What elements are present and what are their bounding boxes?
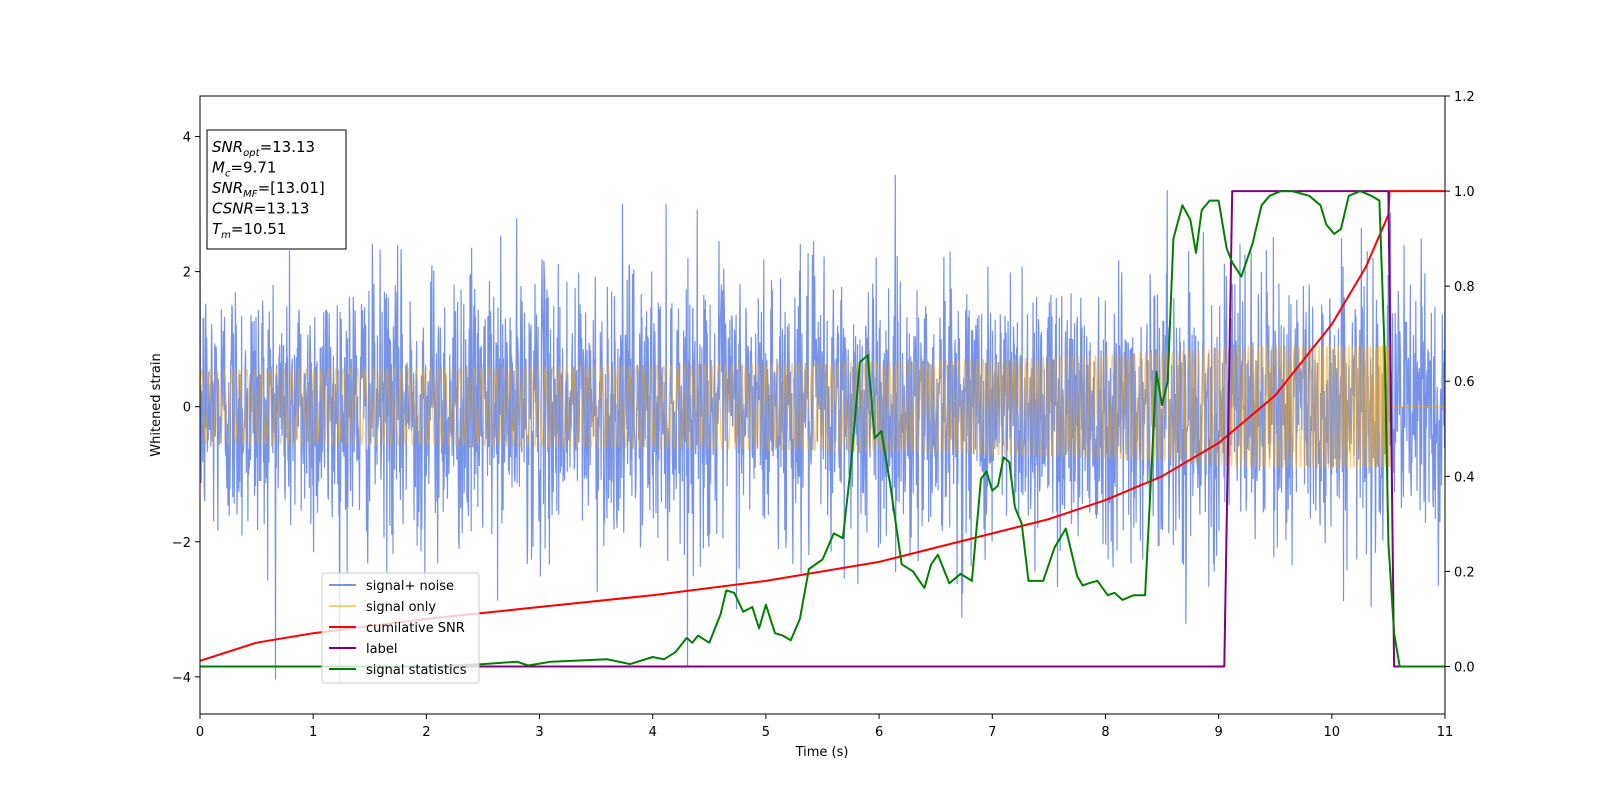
y2-tick-label: 1.2 bbox=[1454, 90, 1475, 105]
y2-tick-label: 0.8 bbox=[1454, 280, 1475, 295]
y2-tick-label: 0.4 bbox=[1454, 470, 1475, 485]
info-line-snr-mf: SNRMF=[13.01] bbox=[212, 179, 325, 200]
x-tick-label: 9 bbox=[1214, 725, 1222, 740]
x-tick-label: 3 bbox=[535, 725, 543, 740]
y2-tick-label: 0.2 bbox=[1454, 565, 1475, 580]
x-tick-label: 6 bbox=[875, 725, 883, 740]
legend-frame bbox=[321, 572, 480, 684]
y2-tick-label: 0.6 bbox=[1454, 375, 1475, 390]
legend-label-signal-statistics: signal statistics bbox=[366, 663, 467, 678]
legend: signal+ noise signal only cumilative SNR la… bbox=[321, 572, 480, 684]
info-line-snr-opt: SNRopt=13.13 bbox=[212, 138, 315, 159]
signal-statistics-line bbox=[200, 190, 1445, 668]
x-tick-label: 5 bbox=[762, 725, 770, 740]
x-axis-label: Time (s) bbox=[795, 745, 849, 760]
plot-frame bbox=[199, 95, 1446, 715]
y-tick-label: −4 bbox=[172, 671, 191, 686]
info-line-t-m: Tm=10.51 bbox=[212, 220, 286, 241]
x-tick-label: 11 bbox=[1437, 725, 1454, 740]
x-tick-label: 8 bbox=[1101, 725, 1109, 740]
signal-only-line bbox=[200, 343, 1445, 470]
info-line-csnr: CSNR=13.13 bbox=[212, 200, 309, 218]
x-tick-label: 2 bbox=[422, 725, 430, 740]
y-axis-label: Whitened strain bbox=[149, 353, 164, 456]
axes-layer: 0 1 2 3 4 5 6 7 8 9 10 11 −4 −2 0 2 4 0.0 0.2 0.4 0.6 0.8 1.0 1… bbox=[172, 90, 1475, 740]
legend-label-label: label bbox=[366, 642, 397, 657]
info-box-frame bbox=[206, 129, 347, 250]
y-tick-label: −2 bbox=[172, 536, 191, 551]
info-box: SNRopt=13.13Mc=9.71SNRMF=[13.01]CSNR=13.… bbox=[206, 129, 347, 250]
y2-tick-label: 1.0 bbox=[1454, 185, 1475, 200]
y-tick-label: 2 bbox=[183, 266, 191, 281]
x-tick-label: 10 bbox=[1324, 725, 1341, 740]
x-tick-label: 4 bbox=[649, 725, 657, 740]
legend-label-signal-only: signal only bbox=[366, 600, 436, 615]
legend-label-signal-noise: signal+ noise bbox=[366, 579, 454, 594]
y-tick-label: 0 bbox=[183, 401, 191, 416]
x-tick-label: 7 bbox=[988, 725, 996, 740]
y2-tick-label: 0.0 bbox=[1454, 660, 1475, 675]
y-tick-label: 4 bbox=[183, 131, 191, 146]
x-tick-label: 1 bbox=[309, 725, 317, 740]
legend-label-cumilative-snr: cumilative SNR bbox=[366, 621, 465, 636]
x-tick-label: 0 bbox=[196, 725, 204, 740]
info-line-m-c: Mc=9.71 bbox=[212, 159, 276, 180]
